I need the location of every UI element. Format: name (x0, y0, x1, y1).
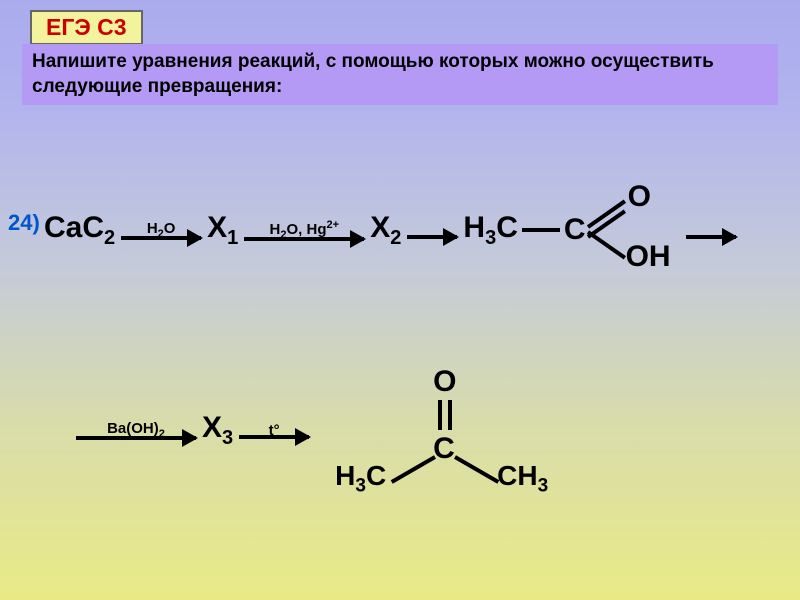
cooh-group: C O OH (564, 195, 656, 265)
acetone-structure: O C H3C CH3 (345, 370, 545, 490)
arrow-4 (686, 222, 736, 239)
arrow-line-icon (407, 235, 457, 239)
arrow-2: H2O, Hg2+ (244, 219, 364, 241)
arrow-line-icon (686, 235, 736, 239)
variable-x3: X3 (202, 411, 233, 450)
subtitle-text: Напишите уравнения реакций, с помощью ко… (32, 51, 714, 97)
acetone-oxygen: O (433, 365, 456, 399)
arrow-line-icon (244, 237, 364, 241)
double-bond-icon (438, 400, 442, 430)
subtitle-box: Напишите уравнения реакций, с помощью ко… (22, 44, 778, 105)
arrow-1: H2O (121, 220, 201, 240)
variable-x2: X2 (370, 211, 401, 250)
arrow-5: Ba(OH)2 (76, 420, 196, 440)
formula-h3c: H3C (463, 211, 517, 250)
title-text: ЕГЭ С3 (46, 14, 127, 40)
single-bond-icon (586, 230, 625, 259)
single-bond-icon (391, 455, 436, 483)
variable-x1: X1 (207, 211, 238, 250)
single-bond-icon (522, 228, 560, 232)
double-bond-icon (448, 400, 452, 430)
single-bond-icon (454, 455, 499, 483)
arrow-line-icon (239, 435, 309, 439)
acetone-left-methyl: H3C (335, 460, 386, 498)
acetone-right-methyl: CH3 (497, 460, 548, 498)
arrow-6: t° (239, 422, 309, 439)
arrow-line-icon (76, 436, 196, 440)
formula-cac2: CaC2 (44, 211, 115, 250)
question-number: 24) (8, 210, 40, 236)
title-box: ЕГЭ С3 (30, 10, 143, 45)
reaction-row-1: CaC2 H2O X1 H2O, Hg2+ X2 H3C C O OH (44, 195, 742, 265)
cooh-bonds: O OH (586, 195, 656, 265)
acetone-carbon: C (433, 432, 455, 466)
arrow-3 (407, 222, 457, 239)
reaction-row-2: Ba(OH)2 X3 t° O C H3C CH3 (70, 370, 545, 490)
arrow-line-icon (121, 236, 201, 240)
